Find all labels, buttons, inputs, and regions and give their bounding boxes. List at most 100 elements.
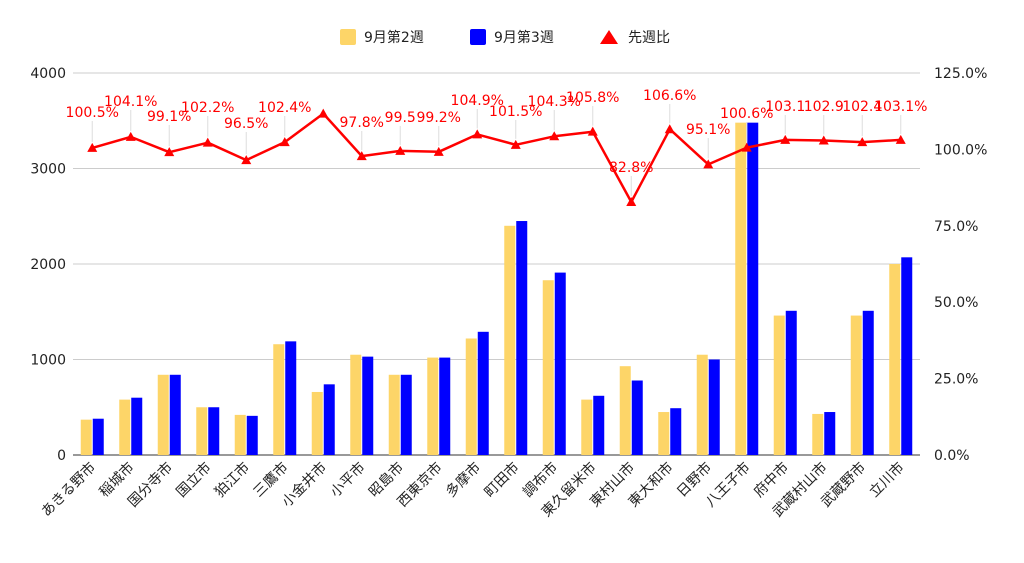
- bar-series-2: [439, 357, 451, 455]
- ratio-marker: [818, 135, 829, 145]
- ratio-data-label: 100.5%: [66, 105, 119, 121]
- x-axis-tick-label: 国立市: [173, 459, 215, 501]
- right-axis-tick-label: 50.0%: [934, 295, 978, 311]
- bar-series-1: [581, 399, 593, 455]
- bar-series-1: [388, 374, 400, 455]
- left-axis-tick-label: 1000: [30, 353, 66, 369]
- bar-series-2: [631, 380, 643, 455]
- bar-series-1: [658, 412, 670, 455]
- ratio-marker: [857, 137, 868, 147]
- legend-label-series-1: 9月第2週: [364, 29, 424, 46]
- ratio-data-label: 103.1%: [874, 99, 927, 115]
- ratio-marker: [433, 146, 444, 156]
- bar-series-2: [670, 408, 682, 455]
- ratio-marker: [549, 131, 560, 141]
- ratio-data-label: 104.1%: [104, 94, 157, 110]
- bar-series-1: [735, 122, 747, 455]
- ratio-marker: [664, 124, 675, 134]
- bar-series-2: [362, 356, 374, 455]
- bar-series-1: [850, 315, 862, 455]
- right-axis-tick-label: 0.0%: [934, 448, 970, 464]
- ratio-marker: [780, 134, 791, 144]
- bar-series-1: [119, 399, 131, 455]
- bar-series-2: [285, 341, 297, 455]
- x-axis-tick-label: 多摩市: [442, 459, 484, 501]
- bar-series-1: [311, 391, 323, 455]
- left-axis-tick-label: 3000: [30, 162, 66, 178]
- left-axis-tick-label: 0: [57, 448, 66, 464]
- ratio-data-label: 106.6%: [643, 88, 696, 104]
- bar-series-1: [234, 414, 246, 455]
- left-axis-tick-label: 2000: [30, 257, 66, 273]
- bar-series-2: [92, 418, 104, 455]
- bar-series-2: [747, 122, 759, 455]
- ratio-data-label: 102.9: [804, 99, 844, 115]
- bar-series-1: [504, 225, 516, 455]
- ratio-marker: [703, 159, 714, 169]
- left-axis-ticks: 0 1000 2000 3000 4000: [30, 66, 66, 464]
- bar-series-2: [516, 221, 528, 455]
- bar-series-2: [824, 412, 836, 455]
- ratio-data-label: 95.1%: [686, 122, 730, 138]
- ratio-marker: [318, 108, 329, 118]
- ratio-marker: [125, 131, 136, 141]
- ratio-marker: [202, 137, 213, 147]
- x-axis-ticks: あきる野市稲城市国分寺市国立市狛江市三鷹市小金井市小平市昭島市西東京市多摩市町田…: [38, 459, 908, 521]
- bar-series-2: [246, 415, 258, 455]
- ratio-marker: [279, 137, 290, 147]
- ratio-data-label: 100.6%: [720, 106, 773, 122]
- right-axis-tick-label: 125.0%: [934, 66, 987, 82]
- legend: 9月第2週 9月第3週 先週比: [340, 29, 670, 46]
- legend-label-series-2: 9月第3週: [494, 29, 554, 46]
- ratio-line: [91, 112, 901, 204]
- ratio-data-labels: 100.5%104.1%99.1%102.2%96.5%102.4%97.8% 9…: [66, 88, 927, 196]
- ratio-data-label: 102.4: [842, 99, 882, 115]
- ratio-data-label: 82.8%: [609, 160, 653, 176]
- bar-series-2: [554, 272, 566, 455]
- x-axis-tick-label: 立川市: [866, 459, 908, 501]
- bar-series-2: [785, 310, 797, 455]
- bar-series: [80, 122, 913, 455]
- ratio-marker: [510, 139, 521, 149]
- x-axis-tick-label: 町田市: [481, 459, 523, 501]
- ratio-marker: [587, 126, 598, 136]
- bar-series-1: [80, 419, 92, 455]
- bar-series-1: [812, 413, 824, 455]
- bar-series-2: [208, 407, 220, 455]
- right-axis-tick-label: 100.0%: [934, 142, 987, 158]
- ratio-marker: [164, 147, 175, 157]
- right-axis-ticks: 0.0% 25.0% 50.0% 75.0% 100.0% 125.0%: [934, 66, 987, 464]
- legend-label-series-3: 先週比: [628, 30, 670, 46]
- ratio-data-label: 103.1: [765, 99, 805, 115]
- ratio-marker: [87, 142, 98, 152]
- ratio-data-label: 105.8%: [566, 90, 619, 106]
- ratio-marker: [472, 129, 483, 139]
- bar-series-1: [196, 407, 208, 455]
- legend-swatch-series-2: [470, 29, 486, 45]
- ratio-data-label: 96.5%: [224, 116, 268, 132]
- bar-series-1: [696, 354, 708, 455]
- ratio-data-label: 99.1%: [147, 109, 191, 125]
- right-axis-tick-label: 25.0%: [934, 372, 978, 388]
- bar-series-1: [889, 264, 901, 455]
- ratio-marker: [356, 151, 367, 161]
- legend-swatch-series-1: [340, 29, 356, 45]
- bar-series-1: [157, 374, 169, 455]
- bar-series-2: [593, 395, 605, 455]
- bar-series-1: [273, 344, 285, 455]
- ratio-data-label: 97.8%: [340, 115, 384, 131]
- ratio-data-label: 101.5%: [489, 104, 542, 120]
- ratio-line-series: [87, 108, 906, 206]
- bar-series-2: [169, 374, 181, 455]
- bar-series-1: [542, 280, 554, 455]
- bar-series-2: [477, 331, 489, 455]
- bar-series-2: [323, 384, 335, 455]
- ratio-marker: [626, 196, 637, 206]
- bar-series-2: [400, 374, 412, 455]
- bar-series-2: [708, 359, 720, 455]
- ratio-data-label: 102.2%: [181, 100, 234, 116]
- bar-series-1: [427, 357, 439, 455]
- ratio-data-label: 99.5: [385, 110, 416, 126]
- ratio-marker: [241, 155, 252, 165]
